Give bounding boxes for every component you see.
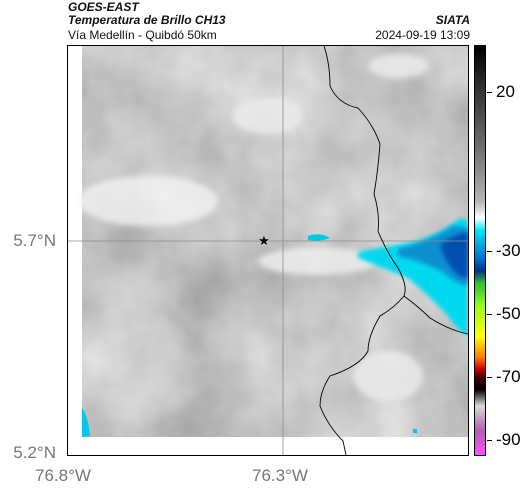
river-line [403,295,468,335]
star-marker: ★ [258,233,270,248]
colorbar-tick [487,92,492,93]
region-subtitle: Vía Medellín - Quibdó 50km [68,28,217,42]
lat-tick-5-2: 5.2°N [13,443,56,462]
colorbar-tick [487,314,492,315]
lon-tick-76-3: 76.3°W [252,466,308,485]
colorbar [474,45,486,456]
map-canvas: ★ [68,46,468,455]
colorbar-label: -50 [496,304,521,323]
lon-tick-76-8: 76.8°W [35,466,91,485]
colorbar-label: -70 [496,367,521,386]
organization-label: SIATA [435,13,470,27]
product-title: Temperatura de Brillo CH13 [68,13,226,27]
colorbar-label: 20 [496,82,515,101]
colorbar-tick [487,377,492,378]
colorbar-label: -90 [496,430,521,449]
timestamp-label: 2024-09-19 13:09 [375,28,470,42]
bottom-no-data [68,437,468,455]
colorbar-label: -30 [496,241,521,260]
lat-tick-5-7: 5.7°N [13,231,56,250]
light-cloud-patches [78,54,428,401]
satellite-name: GOES-EAST [68,0,139,14]
satellite-map[interactable]: ★ [67,45,469,456]
colorbar-tick [487,440,492,441]
colorbar-tick [487,251,492,252]
boundary-line [319,46,406,455]
